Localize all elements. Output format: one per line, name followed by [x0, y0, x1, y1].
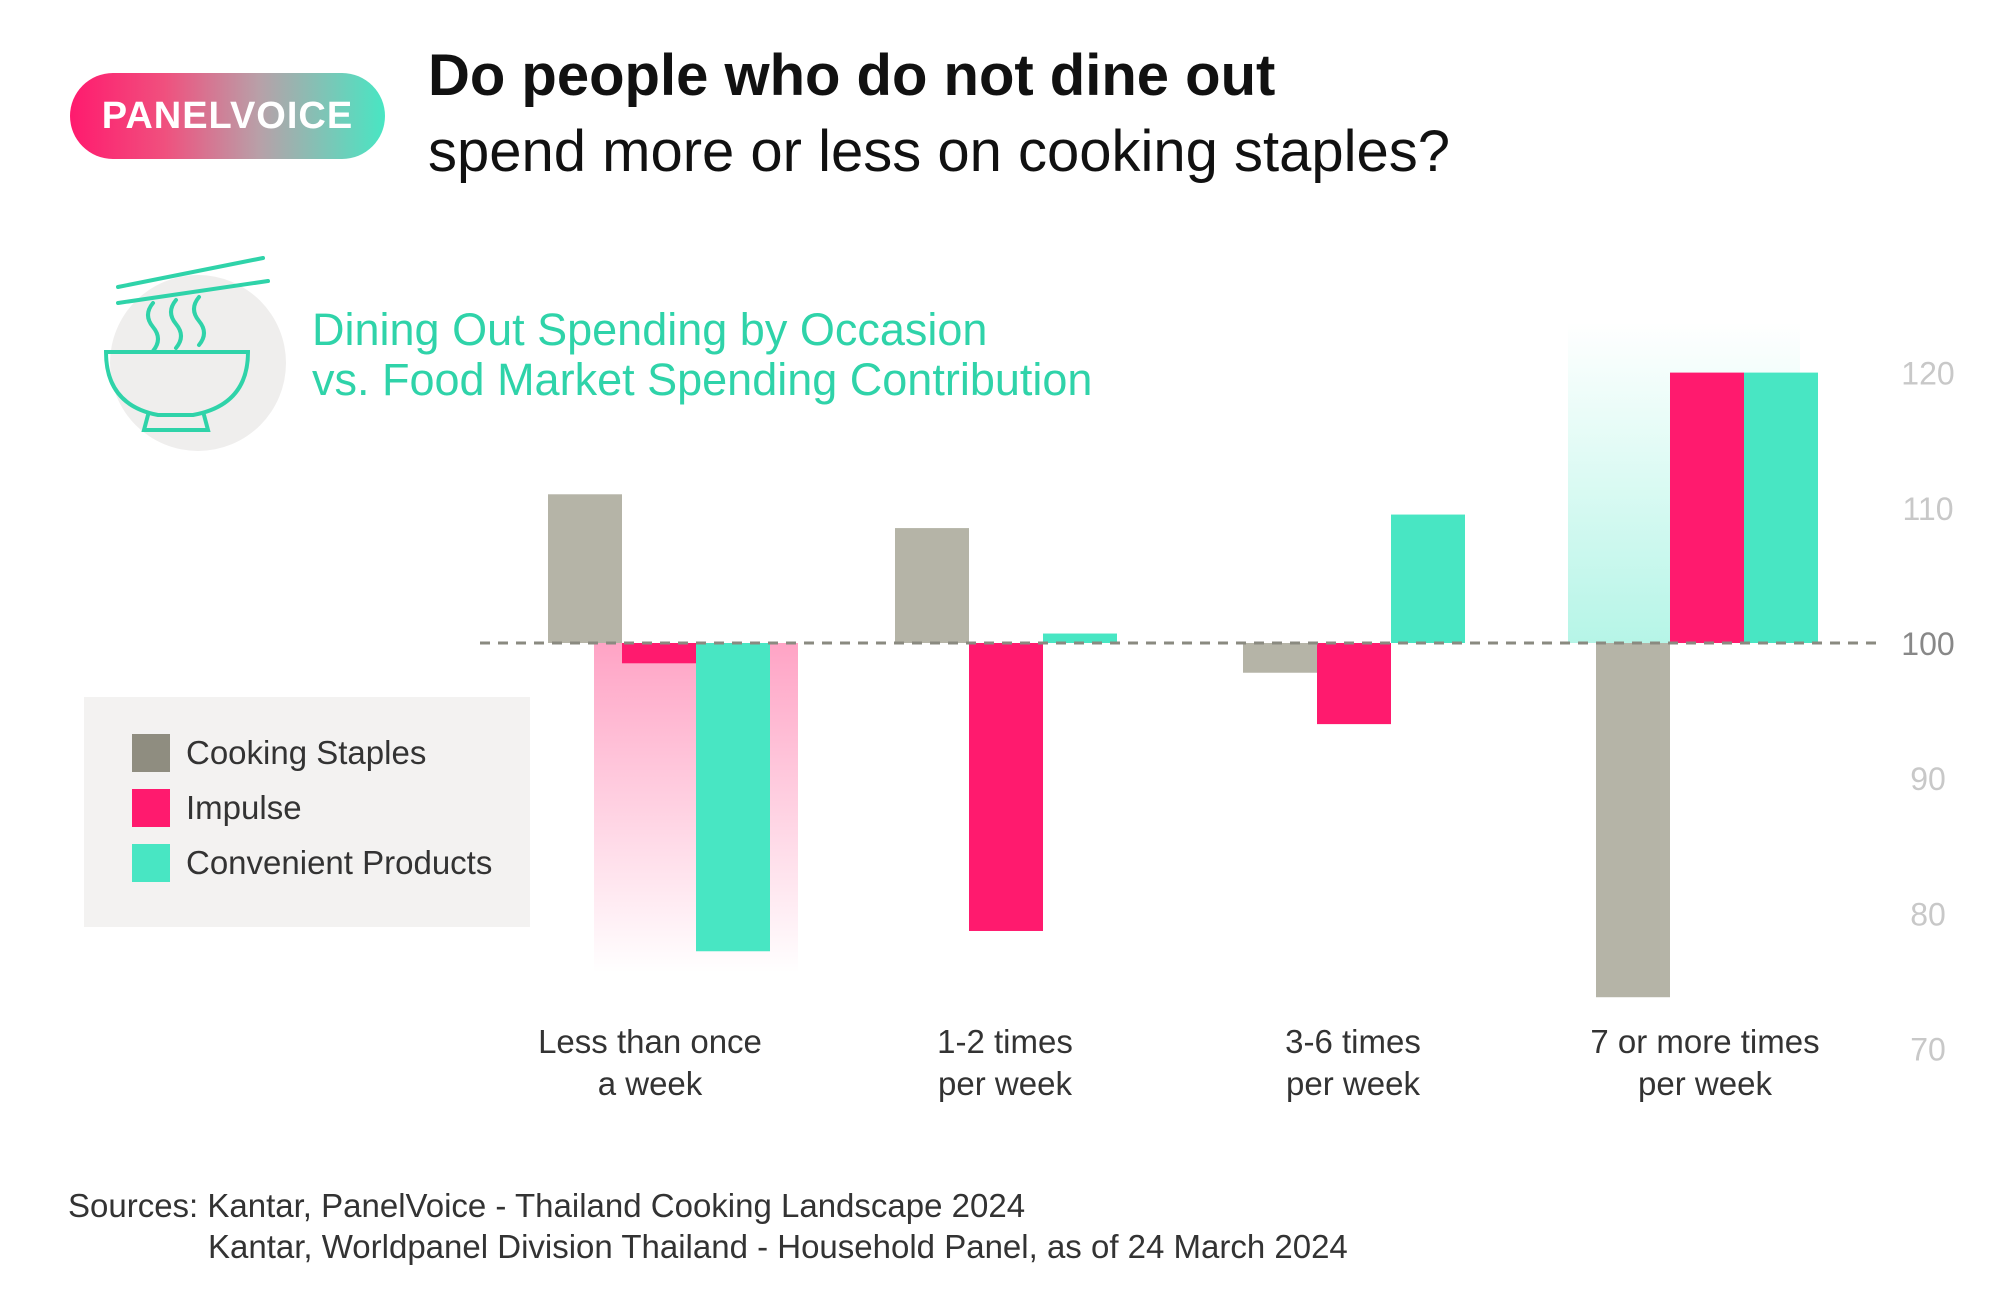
legend-label: Convenient Products [186, 844, 493, 881]
x-category-label: per week [938, 1065, 1072, 1102]
bar-cooking-staples [895, 528, 969, 643]
bar-cooking-staples [1243, 643, 1317, 673]
y-tick-label: 90 [1910, 761, 1946, 797]
bar-convenient-products [1744, 372, 1818, 643]
bar-convenient-products [1391, 514, 1465, 643]
legend-swatch [132, 734, 170, 772]
x-category-label: 1-2 times [937, 1023, 1073, 1060]
bar-convenient-products [1043, 633, 1117, 643]
page-title: Do people who do not dine out [428, 43, 1276, 108]
legend: Cooking Staples Impulse Convenient Produ… [84, 697, 530, 927]
bar-impulse [1317, 643, 1391, 725]
legend-item-cooking-staples: Cooking Staples [132, 733, 426, 773]
legend-item-impulse: Impulse [132, 788, 302, 828]
y-tick-label: 70 [1910, 1032, 1946, 1068]
chart-title-line2: vs. Food Market Spending Contribution [312, 354, 1093, 405]
panelvoice-badge: PANELVOICE [70, 73, 385, 159]
x-category-label: Less than once [538, 1023, 762, 1060]
x-category-label: per week [1638, 1065, 1772, 1102]
legend-label: Cooking Staples [186, 734, 427, 771]
sources-line1: Sources: Kantar, PanelVoice - Thailand C… [68, 1187, 1026, 1224]
sources: Sources: Kantar, PanelVoice - Thailand C… [68, 1185, 1348, 1267]
noodle-bowl-icon [98, 255, 298, 455]
legend-item-convenient-products: Convenient Products [132, 843, 492, 883]
x-category-label: 7 or more times [1590, 1023, 1819, 1060]
y-tick-label: 110 [1902, 491, 1953, 527]
chart-title-line1: Dining Out Spending by Occasion [312, 304, 988, 355]
bar-impulse [969, 643, 1043, 931]
legend-label: Impulse [186, 789, 302, 826]
bar-impulse [622, 643, 696, 664]
y-tick-label: 80 [1910, 896, 1946, 932]
bar-impulse [1670, 372, 1744, 643]
legend-swatch [132, 844, 170, 882]
sources-line2: Kantar, Worldpanel Division Thailand - H… [208, 1228, 1348, 1265]
legend-swatch [132, 789, 170, 827]
y-tick-label: 100 [1901, 626, 1954, 662]
x-category-label: per week [1286, 1065, 1420, 1102]
page-subtitle: spend more or less on cooking staples? [428, 119, 1451, 184]
bar-cooking-staples [548, 494, 622, 643]
bar-chart: 120 110 100 90 80 70 Less than once a week 1-2 t… [480, 322, 1955, 1102]
bar-cooking-staples [1596, 643, 1670, 998]
chart-title: Dining Out Spending by Occasion vs. Food… [312, 305, 1092, 405]
bar-convenient-products [696, 643, 770, 952]
y-tick-label: 120 [1901, 356, 1954, 392]
x-category-label: 3-6 times [1285, 1023, 1421, 1060]
x-category-label: a week [598, 1065, 703, 1102]
